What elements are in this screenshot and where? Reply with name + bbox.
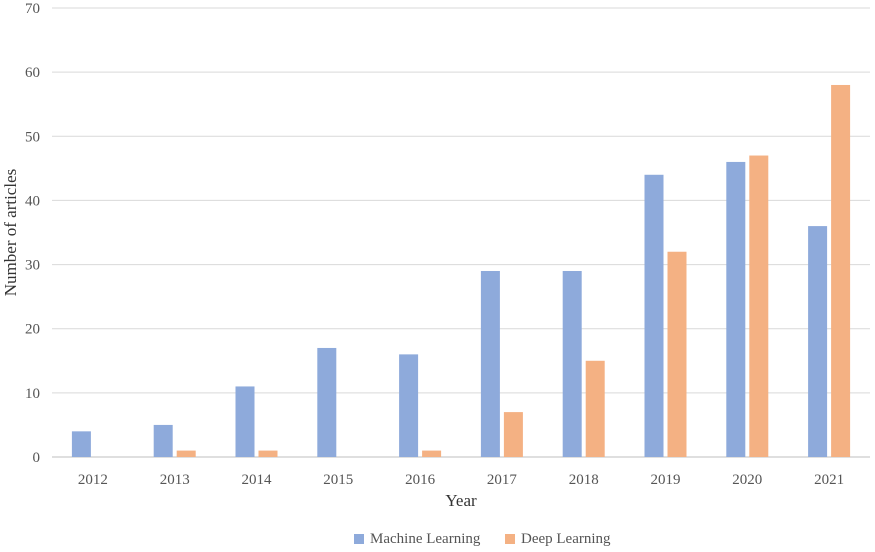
x-tick-label: 2020 [732, 472, 762, 488]
bar-machine-learning [480, 270, 500, 457]
bar-machine-learning [317, 347, 337, 457]
y-tick-label: 0 [33, 450, 41, 466]
x-tick-label: 2013 [160, 472, 190, 488]
legend-label: Machine Learning [370, 531, 481, 547]
y-tick-label: 10 [25, 386, 40, 402]
x-tick-label: 2018 [569, 472, 599, 488]
bar-deep-learning [831, 84, 851, 457]
legend: Machine Learning Deep Learning [354, 531, 611, 547]
legend-swatch [354, 534, 364, 544]
y-tick-label: 50 [25, 129, 40, 145]
y-tick-labels: 0 10 20 30 40 50 60 70 [25, 1, 40, 466]
bar-machine-learning [644, 174, 664, 457]
x-tick-label: 2012 [78, 472, 108, 488]
x-tick-label: 2017 [487, 472, 518, 488]
y-tick-label: 20 [25, 322, 40, 338]
y-tick-label: 60 [25, 65, 40, 81]
bar-deep-learning [667, 251, 687, 457]
y-tick-label: 70 [25, 1, 40, 17]
bar-machine-learning [726, 161, 746, 457]
bar-machine-learning [71, 431, 91, 457]
x-tick-label: 2019 [651, 472, 681, 488]
y-axis-title: Number of articles [1, 169, 20, 296]
x-tick-labels: 2012 2013 2014 2015 2016 2017 2018 2019 2020 2021 [78, 472, 844, 488]
bar-deep-learning [749, 155, 769, 457]
bar-deep-learning [258, 450, 278, 457]
bar-machine-learning [808, 226, 828, 457]
bar-machine-learning [153, 424, 173, 457]
bar-deep-learning [585, 360, 605, 457]
legend-label: Deep Learning [521, 531, 611, 547]
x-tick-label: 2021 [814, 472, 844, 488]
bar-machine-learning [235, 386, 255, 457]
bar-machine-learning [562, 270, 582, 457]
bar-deep-learning [422, 450, 442, 457]
legend-swatch [505, 534, 515, 544]
bar-deep-learning [176, 450, 196, 457]
x-tick-label: 2014 [242, 472, 273, 488]
bar-deep-learning [503, 412, 523, 457]
bars [71, 84, 851, 457]
gridlines [52, 7, 870, 458]
bar-machine-learning [399, 354, 419, 457]
x-tick-label: 2015 [323, 472, 353, 488]
x-tick-label: 2016 [405, 472, 436, 488]
x-axis-title: Year [445, 491, 477, 510]
y-tick-label: 40 [25, 193, 40, 209]
y-tick-label: 30 [25, 258, 40, 274]
